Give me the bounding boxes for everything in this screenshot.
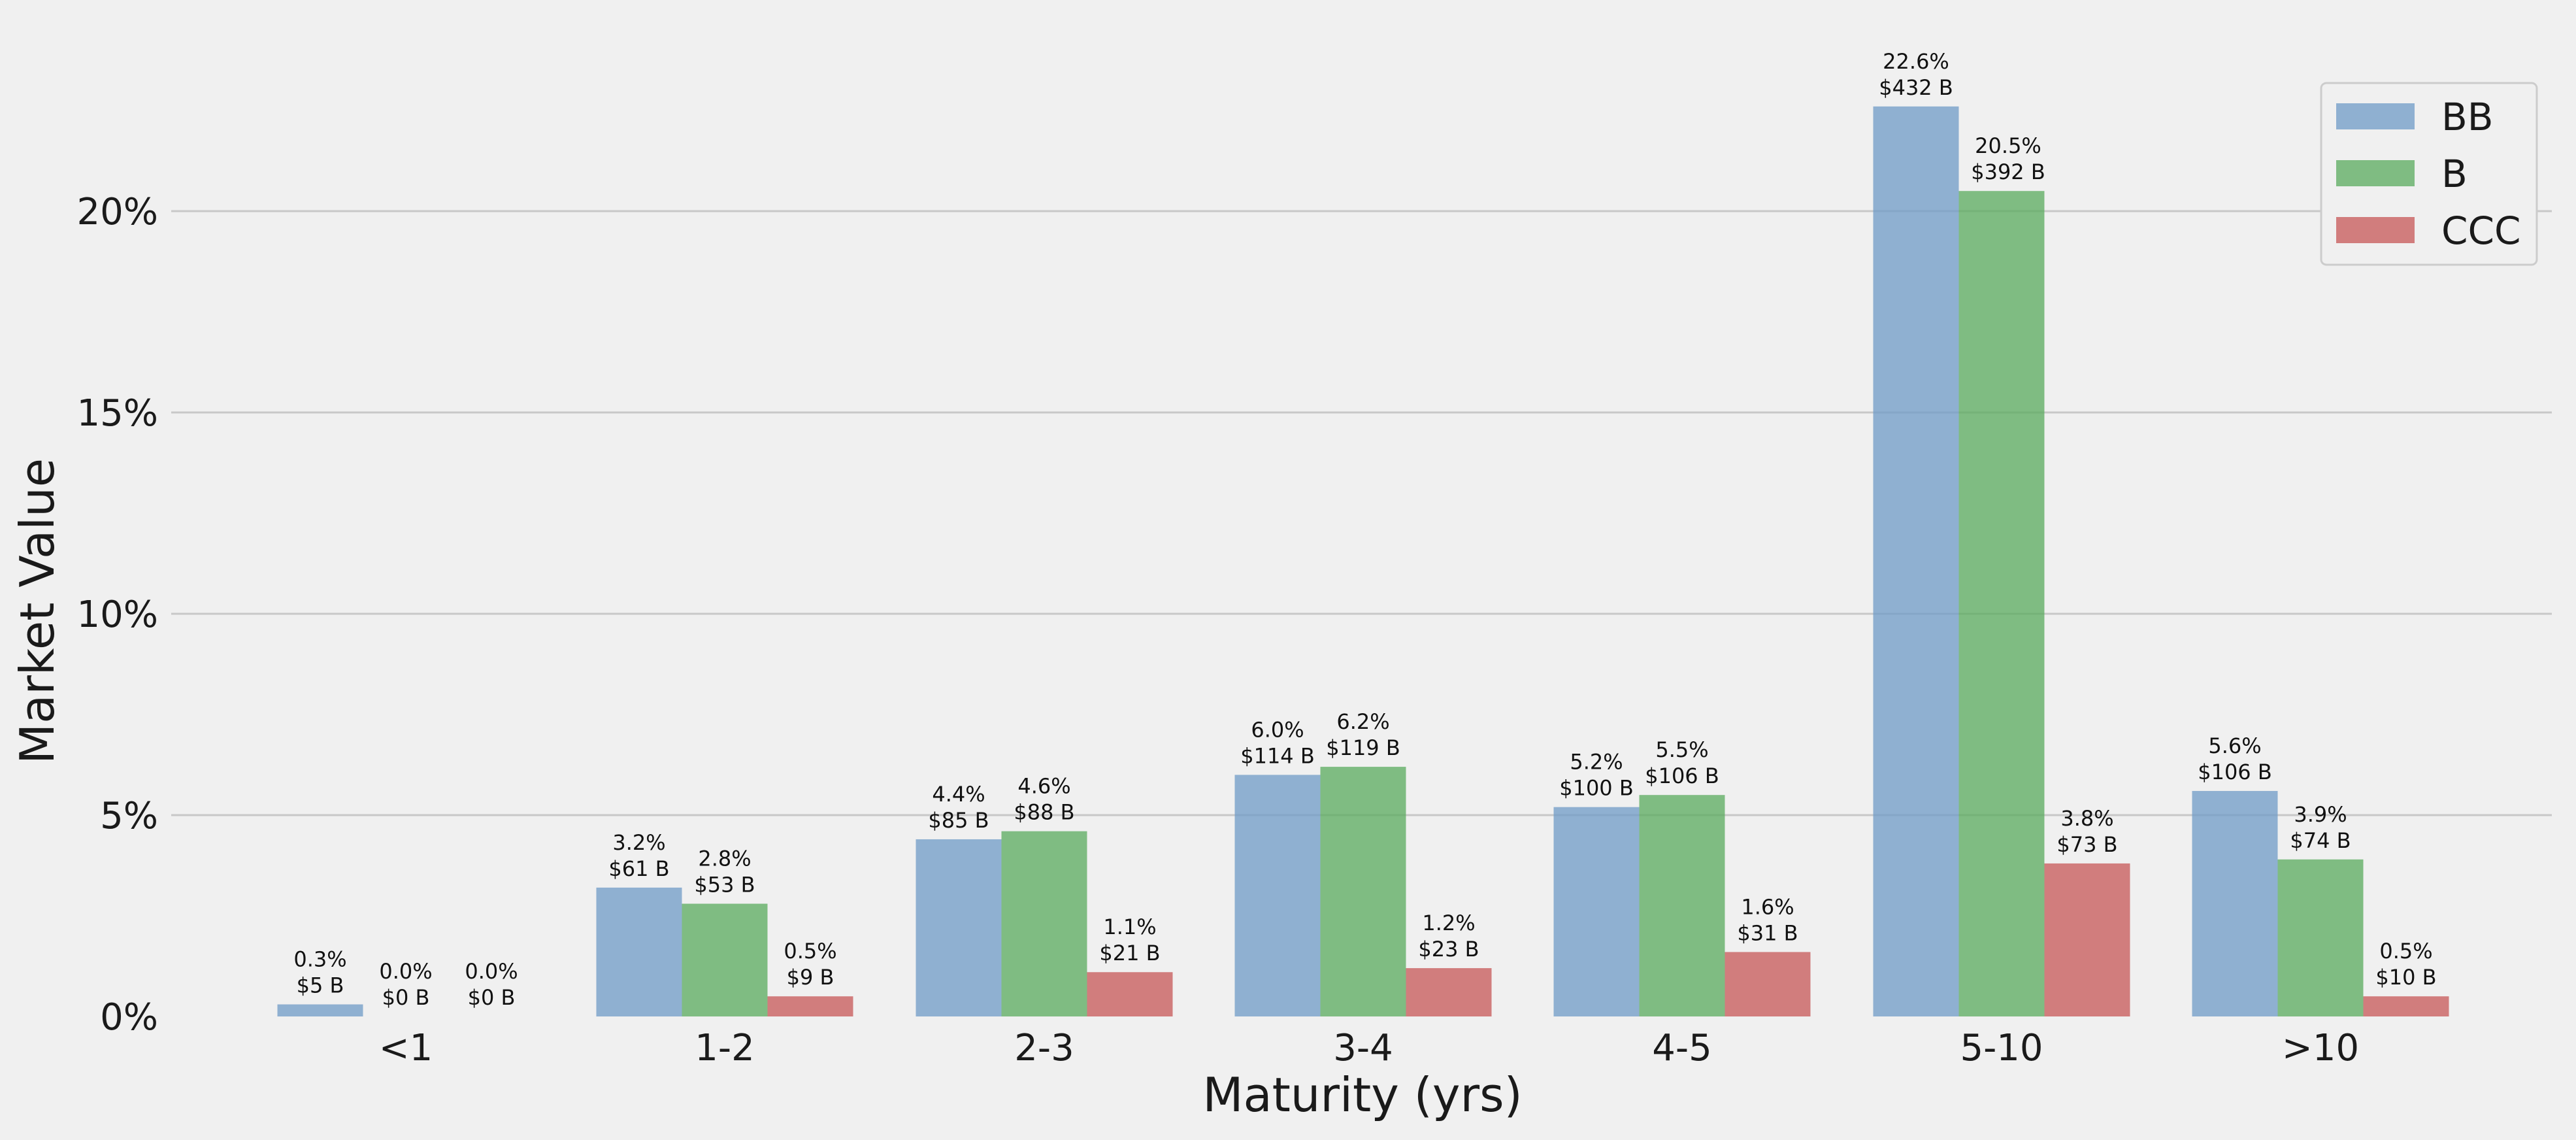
bar-label-pct: 3.2% bbox=[612, 830, 665, 855]
bar-label-usd: $61 B bbox=[608, 856, 669, 881]
bar-bb-5 bbox=[1873, 106, 1959, 1017]
bar-label-pct: 0.0% bbox=[379, 959, 432, 984]
x-tick-label: <1 bbox=[379, 1027, 433, 1069]
bar-label-pct: 4.6% bbox=[1017, 774, 1070, 799]
bar-bb-3 bbox=[1234, 775, 1321, 1016]
bar-label-usd: $100 B bbox=[1559, 776, 1634, 801]
bar-label-pct: 5.5% bbox=[1655, 737, 1708, 762]
y-tick-label: 5% bbox=[100, 795, 158, 837]
bar-label-pct: 6.0% bbox=[1251, 717, 1304, 742]
bar-label-usd: $9 B bbox=[787, 965, 834, 990]
x-axis-ticks: <1 1-2 2-3 3-4 4-5 5-10 >10 bbox=[379, 1027, 2359, 1069]
bar-label-usd: $392 B bbox=[1971, 159, 2045, 184]
bar-ccc-4 bbox=[1725, 952, 1811, 1016]
bar-labels: 0.3%$5 B0.0%$0 B0.0%$0 B3.2%$61 B 2.8%$53… bbox=[293, 49, 2436, 1010]
bar-b-4 bbox=[1639, 795, 1725, 1016]
bar-label-pct: 22.6% bbox=[1883, 49, 1949, 74]
bar-label-pct: 0.5% bbox=[784, 939, 836, 964]
bar-ccc-3 bbox=[1406, 968, 1492, 1016]
bar-label-usd: $119 B bbox=[1326, 735, 1400, 760]
bar-bb-2 bbox=[916, 839, 1002, 1016]
bar-ccc-2 bbox=[1087, 972, 1173, 1016]
bar-bb-6 bbox=[2192, 791, 2278, 1016]
bar-b-6 bbox=[2277, 859, 2364, 1016]
legend-swatch-ccc bbox=[2336, 217, 2415, 243]
legend-swatch-bb bbox=[2336, 103, 2415, 129]
bar-label-usd: $0 B bbox=[382, 985, 430, 1010]
x-tick-label: 1-2 bbox=[695, 1027, 754, 1069]
x-tick-label: 2-3 bbox=[1014, 1027, 1074, 1069]
bar-label-usd: $74 B bbox=[2290, 828, 2351, 853]
y-tick-label: 15% bbox=[77, 392, 158, 435]
bar-label-usd: $5 B bbox=[297, 973, 344, 998]
legend-label-bb: BB bbox=[2441, 95, 2494, 139]
bar-label-pct: 1.6% bbox=[1741, 894, 1794, 919]
bar-label-usd: $73 B bbox=[2056, 832, 2117, 857]
bar-label-usd: $106 B bbox=[1645, 763, 1719, 788]
bar-label-usd: $432 B bbox=[1879, 75, 1953, 100]
bar-label-pct: 6.2% bbox=[1336, 709, 1389, 734]
bar-label-usd: $85 B bbox=[928, 808, 989, 833]
bar-b-3 bbox=[1320, 767, 1406, 1016]
bar-ccc-6 bbox=[2363, 996, 2449, 1016]
bar-label-usd: $23 B bbox=[1418, 937, 1479, 962]
bar-bb-1 bbox=[596, 887, 682, 1016]
legend-label-ccc: CCC bbox=[2441, 209, 2521, 253]
bar-label-pct: 3.8% bbox=[2060, 806, 2113, 831]
x-tick-label: 4-5 bbox=[1652, 1027, 1711, 1069]
bar-label-pct: 20.5% bbox=[1975, 133, 2041, 158]
x-tick-label: 5-10 bbox=[1960, 1027, 2043, 1069]
legend-swatch-b bbox=[2336, 160, 2415, 186]
y-axis-label: Market Value bbox=[10, 458, 65, 764]
y-tick-label: 20% bbox=[77, 191, 158, 233]
bar-label-usd: $10 B bbox=[2375, 965, 2436, 990]
y-tick-label: 0% bbox=[100, 996, 158, 1039]
bar-label-pct: 2.8% bbox=[698, 847, 751, 871]
y-axis-ticks: 0% 5% 10% 15% 20% bbox=[77, 191, 158, 1039]
bar-label-usd: $53 B bbox=[694, 873, 755, 897]
bar-label-pct: 1.2% bbox=[1422, 911, 1475, 935]
bar-b-5 bbox=[1958, 191, 2045, 1017]
bar-b-2 bbox=[1001, 831, 1087, 1016]
bar-label-pct: 0.3% bbox=[293, 947, 346, 972]
bar-ccc-5 bbox=[2044, 863, 2130, 1016]
bar-b-1 bbox=[682, 903, 768, 1016]
bar-label-usd: $21 B bbox=[1099, 941, 1160, 965]
bar-label-usd: $106 B bbox=[2198, 760, 2272, 784]
x-tick-label: >10 bbox=[2282, 1027, 2359, 1069]
bar-label-pct: 0.0% bbox=[465, 959, 518, 984]
bar-label-usd: $114 B bbox=[1240, 743, 1315, 768]
bar-label-pct: 0.5% bbox=[2379, 939, 2432, 964]
bar-label-pct: 1.1% bbox=[1103, 914, 1156, 939]
y-tick-label: 10% bbox=[77, 594, 158, 636]
bar-bb-4 bbox=[1553, 807, 1640, 1016]
x-tick-label: 3-4 bbox=[1333, 1027, 1393, 1069]
legend-label-b: B bbox=[2441, 152, 2468, 196]
bar-label-pct: 5.6% bbox=[2208, 733, 2261, 758]
bar-label-usd: $88 B bbox=[1014, 800, 1074, 825]
x-axis-label: Maturity (yrs) bbox=[1202, 1067, 1522, 1122]
bar-label-usd: $0 B bbox=[468, 985, 516, 1010]
bar-ccc-1 bbox=[767, 996, 853, 1016]
bar-label-usd: $31 B bbox=[1737, 920, 1798, 945]
bars bbox=[277, 106, 2449, 1017]
bar-label-pct: 4.4% bbox=[932, 782, 985, 807]
bar-label-pct: 5.2% bbox=[1570, 750, 1623, 775]
bar-bb-0 bbox=[277, 1004, 363, 1016]
bar-label-pct: 3.9% bbox=[2294, 802, 2347, 827]
